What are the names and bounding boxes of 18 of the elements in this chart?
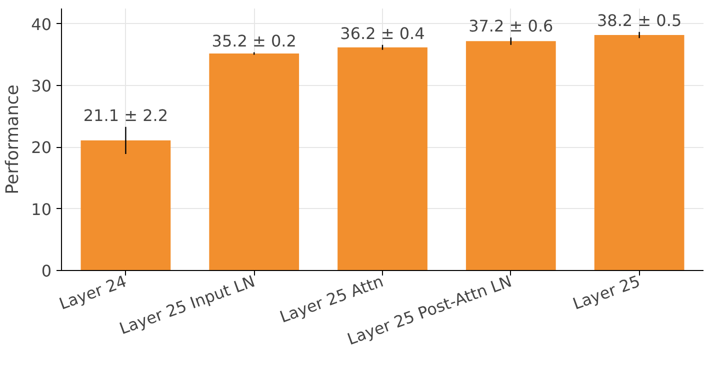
data-label: 36.2 ± 0.4 [340,24,425,43]
x-tick-label: Layer 25 [570,272,643,314]
bar [338,47,428,270]
y-tick-label: 10 [31,200,52,219]
y-axis-title: Performance [3,84,24,194]
y-tick-label: 0 [41,262,52,280]
y-tick-label: 40 [31,14,52,34]
bar [594,35,684,270]
y-tick-label: 20 [31,138,52,158]
x-tick-label: Layer 24 [56,272,129,314]
y-tick-label: 30 [31,76,52,96]
data-label: 21.1 ± 2.2 [83,106,168,125]
bar [209,54,300,270]
data-label: 35.2 ± 0.2 [212,31,296,50]
bar [80,140,171,270]
bar [466,41,556,270]
data-label: 38.2 ± 0.5 [596,10,682,30]
data-label: 37.2 ± 0.6 [468,16,554,36]
